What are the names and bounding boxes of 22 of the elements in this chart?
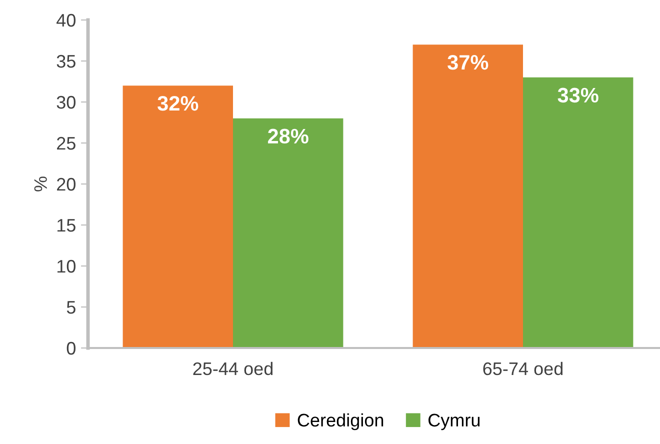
y-tick-label: 30 <box>56 96 76 109</box>
y-tick-label: 15 <box>57 219 76 232</box>
data-label: 37% <box>448 54 488 70</box>
bar <box>523 77 634 348</box>
y-tick-label: 25 <box>57 136 76 150</box>
x-tick-label: 65-74 oed <box>483 362 562 376</box>
y-axis-title: % <box>34 176 47 192</box>
y-tick-label: 0 <box>66 342 76 355</box>
data-label: 32% <box>158 96 198 111</box>
legend-label: Cymru <box>428 414 480 430</box>
y-tick-label: 20 <box>57 178 76 191</box>
x-tick-label: 25-44 oed <box>193 362 272 376</box>
bar <box>233 118 344 348</box>
y-tick-label: 35 <box>56 54 76 68</box>
y-tick-label: 5 <box>66 301 76 314</box>
data-label: 28% <box>268 128 308 144</box>
y-tick-label: 40 <box>56 14 76 27</box>
y-tick-label: 10 <box>57 260 76 273</box>
legend-label: Ceredigion <box>298 413 384 430</box>
bar <box>122 86 233 348</box>
data-label: 33% <box>558 88 598 103</box>
bar <box>412 44 523 348</box>
